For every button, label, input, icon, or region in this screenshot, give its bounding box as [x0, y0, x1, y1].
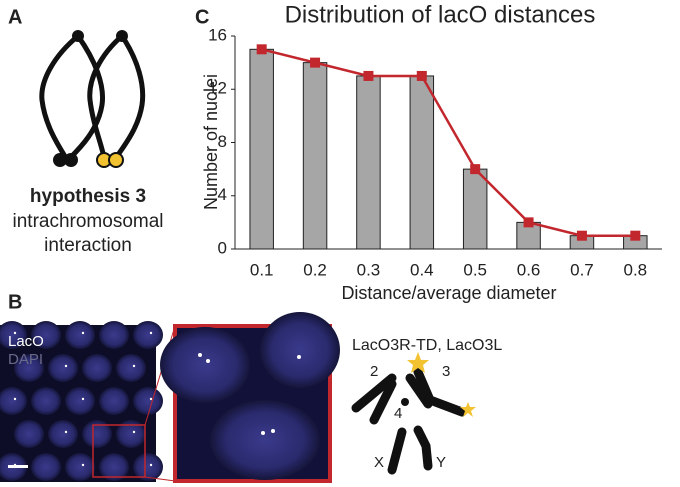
- nucleus: [133, 387, 163, 415]
- chromosome-label: Y: [436, 454, 446, 471]
- nucleus: [116, 420, 146, 448]
- bar: [356, 75, 381, 250]
- channel-label: LacO: [8, 333, 44, 350]
- y-tick-label: 8: [218, 132, 227, 151]
- star: [407, 352, 429, 373]
- x-tick-label: 0.8: [623, 260, 647, 279]
- x-tick-label: 0.1: [250, 260, 274, 279]
- nucleus: [0, 321, 27, 349]
- y-tick-label: 0: [218, 238, 227, 257]
- zoom-nuclei: [160, 312, 340, 480]
- spot: [149, 331, 153, 335]
- line-marker: [416, 70, 427, 81]
- chromosome-label: 4: [394, 405, 402, 422]
- hypothesis-text: interaction: [44, 235, 132, 256]
- chromosome-4: [401, 398, 409, 406]
- nucleus: [14, 354, 44, 382]
- nucleus: [31, 453, 61, 481]
- spot: [81, 397, 85, 401]
- nucleus: [99, 387, 129, 415]
- x-tick-label: 0.5: [463, 260, 487, 279]
- line-marker: [576, 230, 587, 241]
- x-tick-label: 0.4: [410, 260, 434, 279]
- trend-line: [261, 48, 636, 237]
- star: [460, 402, 476, 417]
- x-tick-label: 0.2: [303, 260, 327, 279]
- line-marker: [363, 70, 374, 81]
- spot: [81, 331, 85, 335]
- nucleus: [65, 321, 95, 349]
- nucleus: [31, 387, 61, 415]
- bar: [249, 48, 274, 250]
- nucleus: [82, 420, 112, 448]
- loop-diagram: [39, 33, 146, 161]
- nucleus: [65, 453, 95, 481]
- chromosome-label: 2: [370, 363, 378, 380]
- chromosome-label: 3: [442, 363, 450, 380]
- nucleus: [99, 321, 129, 349]
- spot: [81, 463, 85, 467]
- spot: [149, 463, 153, 467]
- chromosome-label: X: [374, 454, 384, 471]
- spot: [132, 430, 136, 434]
- spot: [149, 397, 153, 401]
- spot: [64, 430, 68, 434]
- scale-bar: [8, 465, 28, 468]
- x-axis-label: Distance/average diameter: [341, 283, 556, 303]
- x-tick-label: 0.7: [570, 260, 594, 279]
- y-tick-label: 16: [208, 25, 227, 44]
- panel-label: B: [8, 291, 22, 313]
- hypothesis-title: hypothesis 3: [30, 186, 146, 207]
- hypothesis-text: intrachromosomal: [13, 211, 164, 232]
- loop-ends: [53, 30, 128, 168]
- line-marker: [630, 230, 641, 241]
- x-tick-label: 0.3: [357, 260, 381, 279]
- karyotype: [351, 367, 467, 475]
- y-axis-label: Number of nuclei: [201, 74, 221, 210]
- bar: [462, 168, 488, 250]
- spot: [64, 364, 68, 368]
- line-marker: [310, 57, 321, 68]
- y-tick-label: 12: [208, 79, 227, 98]
- nucleus: [14, 420, 44, 448]
- nucleus: [48, 420, 78, 448]
- nucleus: [99, 453, 129, 481]
- line-marker: [256, 44, 267, 55]
- nucleus: [116, 354, 146, 382]
- nucleus: [31, 321, 61, 349]
- panel-label: C: [195, 6, 209, 28]
- nuclei: [0, 321, 163, 481]
- line-marker: [523, 217, 534, 228]
- bar: [302, 62, 328, 250]
- x-tick-label: 0.6: [517, 260, 541, 279]
- nucleus: [0, 387, 27, 415]
- spot: [13, 397, 17, 401]
- chart-title: Distribution of lacO distances: [285, 1, 596, 28]
- panel-label: A: [8, 6, 22, 28]
- line-marker: [470, 164, 481, 175]
- zoom-line: [144, 476, 176, 482]
- bar: [409, 75, 435, 250]
- spot: [132, 364, 136, 368]
- spot: [13, 331, 17, 335]
- construct-label: LacO3R-TD, LacO3L: [352, 337, 502, 354]
- nucleus: [133, 321, 163, 349]
- y-tick-label: 4: [218, 185, 227, 204]
- nucleus: [65, 387, 95, 415]
- nucleus: [82, 354, 112, 382]
- channel-label: DAPI: [8, 351, 43, 368]
- nucleus: [48, 354, 78, 382]
- zoom-box: [92, 424, 146, 478]
- nucleus: [133, 453, 163, 481]
